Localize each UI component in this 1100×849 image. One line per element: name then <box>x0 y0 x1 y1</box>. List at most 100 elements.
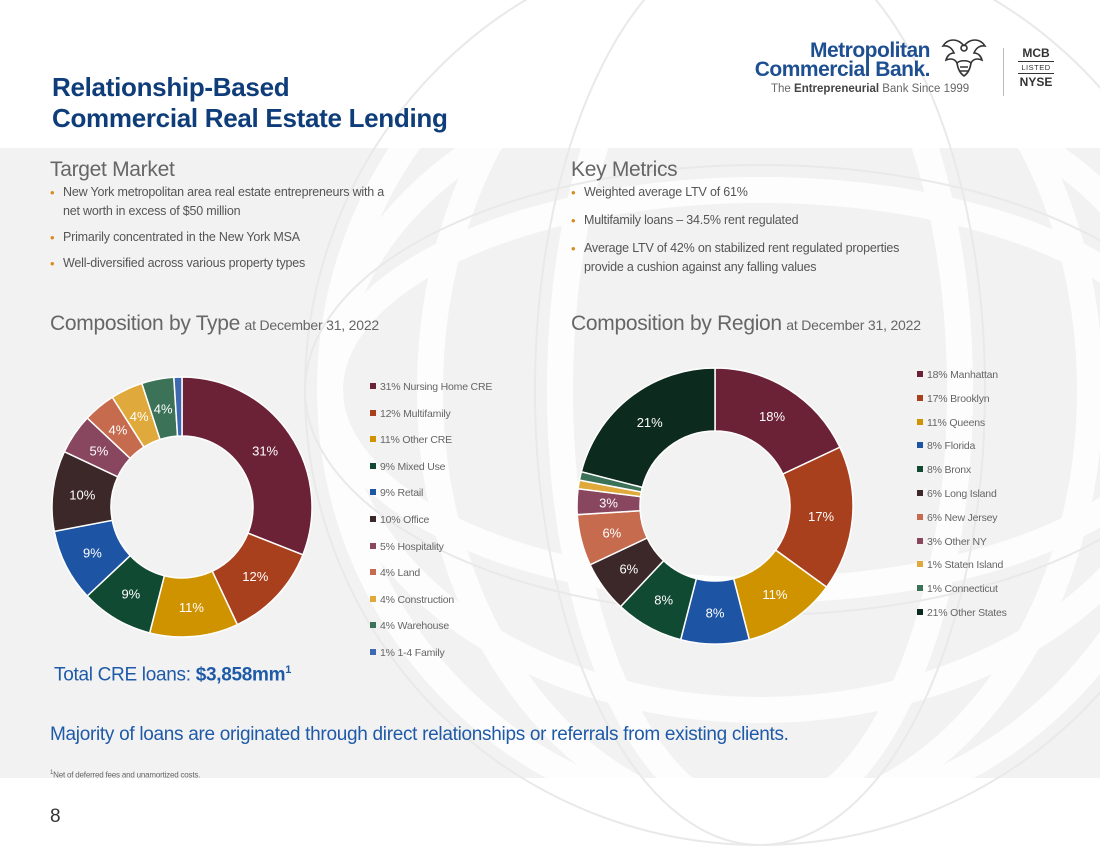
type-legend-swatch <box>370 595 376 602</box>
key-metrics-bullet: Average LTV of 42% on stabilized rent re… <box>571 239 931 277</box>
region-data-label: 6% <box>602 525 621 540</box>
type-data-label: 11% <box>179 600 204 615</box>
region-legend-label: 18% Manhattan <box>927 369 998 381</box>
key-metrics-list: Weighted average LTV of 61% Multifamily … <box>571 183 931 277</box>
region-legend-item: 17% Brooklyn <box>917 393 990 405</box>
type-legend-label: 9% Mixed Use <box>380 460 446 473</box>
total-footnote-ref: 1 <box>285 664 292 676</box>
type-legend-item: 11% Other CRE <box>370 434 452 446</box>
target-market-bullet: Well-diversified across various property… <box>50 254 390 273</box>
region-data-label: 18% <box>759 409 785 424</box>
region-legend-label: 21% Other States <box>927 607 1007 619</box>
ticker-symbol: MCB <box>1022 46 1050 60</box>
key-metrics-bullet: Multifamily loans – 34.5% rent regulated <box>571 211 931 230</box>
region-data-label: 6% <box>619 562 638 577</box>
region-legend-item: 6% New Jersey <box>917 511 998 524</box>
logo-tagline-post: Bank Since 1999 <box>882 83 970 95</box>
region-legend-item: 8% Florida <box>917 440 975 452</box>
type-slice <box>173 376 183 437</box>
type-data-label: 10% <box>69 487 95 502</box>
type-legend-swatch <box>370 383 376 389</box>
type-legend-label: 10% Office <box>380 514 430 526</box>
region-data-label: 8% <box>654 592 673 607</box>
footnote-text: Net of deferred fees and unamortized cos… <box>53 770 201 780</box>
type-legend-swatch <box>370 649 376 655</box>
type-legend-swatch <box>370 542 376 549</box>
type-legend-item: 12% Multifamily <box>370 408 451 420</box>
type-legend-item: 5% Hospitality <box>370 541 444 553</box>
type-data-label: 31% <box>252 444 278 459</box>
type-legend-swatch <box>370 622 376 629</box>
type-legend-item: 10% Office <box>370 514 429 526</box>
exchange-name: NYSE <box>1019 75 1053 89</box>
region-legend-label: 6% Long Island <box>927 488 997 500</box>
composition-type-date: at December 31, 2022 <box>244 317 380 333</box>
exchange-badge: MCB LISTED NYSE <box>1016 46 1056 89</box>
region-legend-item: 1% Staten Island <box>917 559 1003 571</box>
type-donut-chart: 31%12%11%9%9%10%5%4%4%4% <box>51 376 313 638</box>
logo-tagline: The Entrepreneurial Bank Since 1999 <box>771 83 969 95</box>
type-legend: 31% Nursing Home CRE 12% Multifamily 11% O… <box>370 381 500 661</box>
composition-region-heading: Composition by Region at December 31, 20… <box>571 312 921 336</box>
region-slice <box>580 367 716 489</box>
region-legend-swatch <box>917 418 923 425</box>
total-value: $3,858mm <box>195 664 286 686</box>
type-legend-label: 9% Retail <box>380 487 424 500</box>
target-market-section: Target Market New York metropolitan area… <box>50 158 390 273</box>
type-legend-swatch <box>370 436 376 443</box>
region-legend-item: 8% Bronx <box>917 464 971 476</box>
page-title-line-2: Commercial Real Estate Lending <box>52 103 448 133</box>
region-data-label: 11% <box>762 587 787 602</box>
logo-tagline-bold: Entrepreneurial <box>794 83 880 95</box>
type-legend-item: 4% Land <box>370 567 420 579</box>
region-data-label: 3% <box>599 496 618 511</box>
logo-tagline-pre: The <box>771 83 791 95</box>
type-data-label: 12% <box>242 569 268 584</box>
composition-type-title: Composition by Type <box>50 312 241 335</box>
region-legend-item: 3% Other NY <box>917 536 987 548</box>
target-market-list: New York metropolitan area real estate e… <box>50 183 390 273</box>
type-data-label: 4% <box>130 409 149 424</box>
target-market-bullet: Primarily concentrated in the New York M… <box>50 228 390 247</box>
type-legend-swatch <box>370 409 376 416</box>
logo-divider <box>1003 48 1004 96</box>
key-metrics-heading: Key Metrics <box>571 158 678 181</box>
region-legend-swatch <box>917 442 923 449</box>
key-metrics-section: Key Metrics Weighted average LTV of 61% … <box>571 158 931 277</box>
listed-label: LISTED <box>1018 61 1054 74</box>
target-market-heading: Target Market <box>50 158 175 181</box>
region-donut-chart: 18% 17% 11% 8% 8% 6% 6% 3% 21% <box>576 367 854 645</box>
type-legend-label: 1% 1-4 Family <box>380 647 445 659</box>
type-data-label: 9% <box>121 587 140 602</box>
region-legend: 18% Manhattan 17% Brooklyn 11% Queens 8% Fl… <box>917 369 1047 619</box>
region-legend-swatch <box>917 371 923 377</box>
region-legend-swatch <box>917 466 923 473</box>
region-legend-swatch <box>917 561 923 568</box>
region-legend-swatch <box>917 585 923 592</box>
target-market-bullet: New York metropolitan area real estate e… <box>50 183 390 221</box>
type-legend-item: 1% 1-4 Family <box>370 647 445 659</box>
region-legend-item: 6% Long Island <box>917 488 997 500</box>
region-legend-label: 8% Florida <box>927 440 976 453</box>
type-data-label: 4% <box>154 401 173 416</box>
type-legend-item: 31% Nursing Home CRE <box>370 381 492 393</box>
footnote: 1Net of deferred fees and unamortized co… <box>50 770 200 780</box>
page-title: Relationship-Based Commercial Real Estat… <box>52 72 448 134</box>
type-legend-item: 4% Construction <box>370 594 454 606</box>
type-legend-label: 4% Land <box>380 567 421 580</box>
logo-name-line-1: Metropolitan <box>810 39 931 62</box>
composition-type-heading: Composition by Type at December 31, 2022 <box>50 312 379 336</box>
region-legend-swatch <box>917 513 923 520</box>
region-legend-label: 8% Bronx <box>927 464 971 477</box>
type-data-label: 4% <box>109 423 128 438</box>
total-label: Total CRE loans: <box>54 664 191 686</box>
type-data-label: 9% <box>83 546 102 561</box>
region-legend-label: 6% New Jersey <box>927 511 998 524</box>
type-legend-label: 31% Nursing Home CRE <box>380 381 493 393</box>
type-legend-label: 4% Warehouse <box>380 620 449 633</box>
majority-statement: Majority of loans are originated through… <box>50 724 789 745</box>
logo-name-line-2: Commercial Bank. <box>754 58 931 81</box>
region-legend-swatch <box>917 609 923 615</box>
type-data-label: 5% <box>89 444 108 459</box>
region-legend-swatch <box>917 537 923 544</box>
